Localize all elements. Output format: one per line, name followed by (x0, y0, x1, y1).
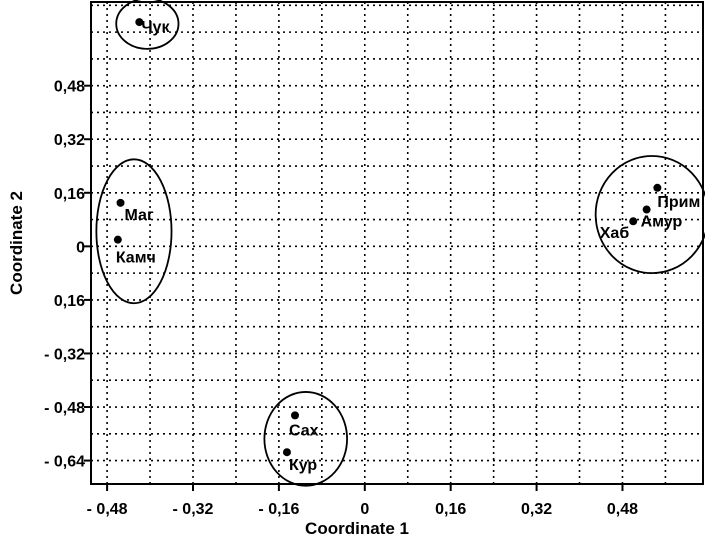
point-label: Кур (289, 457, 317, 474)
point-label: Хаб (600, 225, 630, 242)
point-label: Камч (116, 250, 156, 267)
x-tick-label: - 0,32 (173, 501, 214, 518)
point-label: Амур (641, 214, 683, 231)
x-tick-label: 0,32 (521, 501, 552, 518)
y-tick-label: - 0,48 (44, 400, 85, 417)
y-tick-label: 0,32 (54, 132, 85, 149)
point-label: Прим (657, 194, 700, 211)
y-axis-title: Coordinate 2 (7, 191, 26, 295)
data-point (135, 18, 144, 27)
y-tick-label: 0,48 (54, 79, 85, 96)
y-tick-label: - 0,64 (44, 454, 85, 471)
data-point (116, 198, 125, 207)
data-point (291, 411, 299, 420)
point-label: Маг (125, 207, 154, 224)
cluster-ellipses (95, 0, 705, 487)
data-points: Чук Маг Камч Сах Кур Прим Амур Хаб (113, 18, 700, 474)
data-point (642, 205, 651, 214)
data-point (282, 448, 291, 457)
point-label: Сах (289, 422, 319, 439)
x-tick-label: 0,48 (607, 501, 638, 518)
y-tick-label: 0 (76, 239, 85, 256)
x-tick-label: 0 (360, 501, 369, 518)
grid (91, 2, 703, 484)
x-axis-title: Coordinate 1 (305, 519, 409, 538)
axis-ticks: - 0,48 - 0,32 - 0,16 0 0,16 0,32 0,48 0,48 0,32 0… (44, 79, 638, 518)
point-label: Чук (141, 19, 170, 36)
x-tick-label: 0,16 (435, 501, 466, 518)
cluster-far-east (594, 155, 705, 275)
y-tick-label: - 0,32 (44, 346, 85, 363)
x-tick-label: - 0,48 (87, 501, 128, 518)
cluster-mag-kamch (95, 158, 173, 305)
plot-frame (90, 1, 704, 485)
y-tick-label: 0,16 (54, 293, 85, 310)
data-point (113, 235, 122, 244)
x-tick-label: - 0,16 (258, 501, 299, 518)
cluster-chuk (115, 0, 180, 50)
data-point (653, 183, 662, 192)
cluster-sakh-kur (263, 391, 348, 487)
data-point (629, 217, 638, 226)
y-tick-label: 0,16 (54, 186, 85, 203)
